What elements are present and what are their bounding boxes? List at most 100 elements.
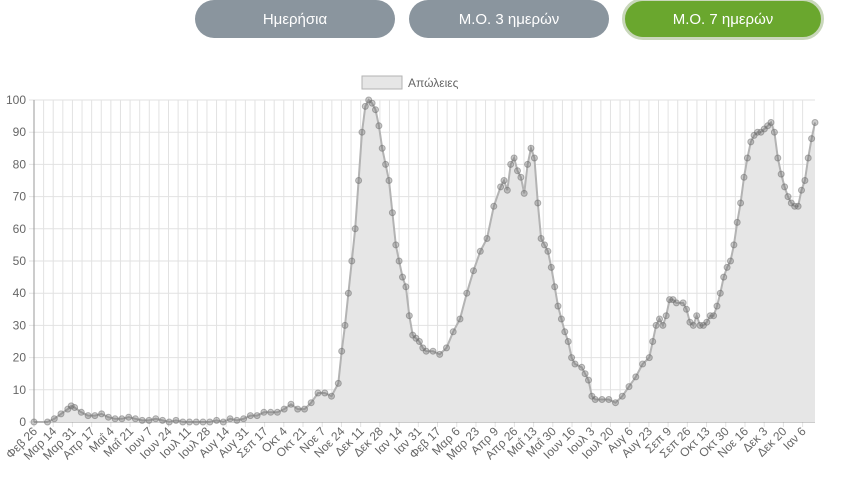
data-point bbox=[568, 354, 576, 362]
data-point bbox=[794, 202, 802, 210]
data-point bbox=[483, 235, 491, 242]
data-point bbox=[192, 418, 200, 426]
data-point bbox=[693, 312, 701, 320]
y-tick-label: 80 bbox=[13, 157, 27, 171]
data-point bbox=[710, 312, 718, 320]
data-point bbox=[507, 160, 515, 168]
data-point bbox=[145, 416, 153, 424]
data-point bbox=[361, 102, 369, 110]
data-point bbox=[280, 405, 288, 413]
data-point bbox=[551, 283, 559, 291]
data-point bbox=[720, 273, 728, 281]
data-point bbox=[808, 135, 816, 143]
daily-button[interactable]: Ημερήσια bbox=[195, 0, 395, 38]
data-point bbox=[733, 218, 741, 226]
data-point bbox=[598, 396, 606, 403]
data-point bbox=[578, 363, 586, 371]
data-point bbox=[605, 396, 613, 403]
data-point bbox=[253, 412, 261, 420]
data-point bbox=[338, 347, 346, 355]
data-point bbox=[321, 389, 329, 397]
data-point bbox=[652, 321, 660, 329]
y-tick-label: 70 bbox=[13, 190, 27, 204]
y-tick-label: 100 bbox=[6, 93, 26, 107]
data-point bbox=[591, 396, 599, 403]
data-point bbox=[91, 412, 99, 420]
data-point bbox=[723, 263, 731, 271]
data-point bbox=[415, 338, 423, 345]
data-point bbox=[612, 399, 619, 407]
data-point bbox=[689, 321, 697, 329]
data-point bbox=[781, 183, 789, 191]
data-point bbox=[527, 144, 535, 152]
data-point bbox=[233, 416, 241, 424]
data-point bbox=[341, 321, 349, 329]
data-point bbox=[104, 413, 112, 421]
chart-legend[interactable]: Απώλειες bbox=[361, 75, 459, 90]
data-point bbox=[554, 302, 562, 310]
data-point bbox=[179, 418, 187, 426]
seven-day-average-button[interactable]: Μ.Ο. 7 ημερών bbox=[622, 0, 824, 40]
data-point bbox=[713, 302, 721, 310]
data-point bbox=[679, 299, 687, 307]
data-point bbox=[730, 241, 738, 249]
data-point bbox=[67, 402, 75, 410]
data-point bbox=[585, 376, 592, 384]
data-point bbox=[287, 400, 295, 408]
data-point bbox=[138, 416, 146, 424]
y-tick-label: 20 bbox=[13, 351, 27, 365]
x-tick-label: Ιαν 6 bbox=[780, 424, 809, 453]
data-point bbox=[547, 263, 555, 271]
data-point bbox=[388, 209, 396, 217]
data-point bbox=[520, 189, 528, 197]
data-point bbox=[804, 154, 812, 162]
data-point bbox=[632, 373, 640, 381]
data-point bbox=[307, 399, 315, 407]
data-point bbox=[392, 241, 400, 249]
data-point bbox=[301, 405, 308, 413]
data-point bbox=[510, 154, 518, 162]
data-point bbox=[571, 360, 579, 368]
data-point bbox=[470, 267, 477, 275]
data-point bbox=[213, 416, 221, 424]
data-point bbox=[774, 154, 782, 162]
data-point bbox=[770, 128, 778, 136]
y-tick-label: 10 bbox=[13, 383, 27, 397]
data-point bbox=[456, 315, 464, 323]
data-point bbox=[683, 305, 690, 313]
data-point bbox=[246, 412, 254, 420]
data-point bbox=[240, 415, 248, 423]
data-point bbox=[645, 354, 653, 362]
data-point bbox=[463, 289, 471, 297]
data-point bbox=[659, 321, 667, 329]
data-point bbox=[639, 360, 647, 368]
data-point bbox=[777, 170, 785, 178]
data-point bbox=[172, 416, 180, 424]
data-point bbox=[186, 418, 193, 426]
data-point bbox=[226, 415, 234, 423]
data-point bbox=[534, 199, 542, 207]
data-point bbox=[165, 418, 173, 426]
data-point bbox=[537, 235, 545, 242]
data-point bbox=[260, 408, 268, 416]
data-point bbox=[159, 416, 166, 424]
legend-label: Απώλειες bbox=[408, 76, 459, 90]
data-point bbox=[199, 418, 207, 426]
data-point bbox=[273, 408, 281, 416]
legend-swatch bbox=[361, 75, 403, 90]
data-point bbox=[747, 138, 755, 146]
data-point bbox=[71, 404, 79, 411]
data-point bbox=[368, 99, 376, 107]
data-point bbox=[767, 119, 775, 126]
y-tick-label: 60 bbox=[13, 222, 27, 236]
data-point bbox=[811, 119, 819, 126]
deaths-chart: Απώλειες 0 10 20 30 40 50 60 70 80 90 100 Φεβ 26Μα… bbox=[3, 75, 819, 463]
data-point bbox=[798, 186, 805, 194]
data-point bbox=[382, 160, 390, 168]
data-point bbox=[443, 344, 450, 352]
data-point bbox=[402, 283, 410, 291]
data-point bbox=[344, 289, 352, 297]
three-day-average-button[interactable]: Μ.Ο. 3 ημερών bbox=[409, 0, 609, 38]
data-point bbox=[649, 338, 657, 345]
